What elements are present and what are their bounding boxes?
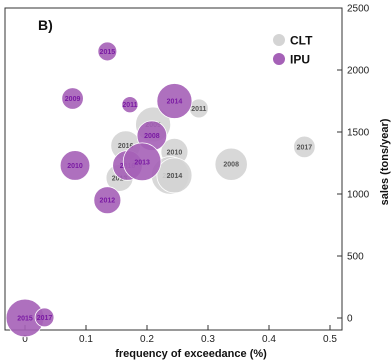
legend-label-ipu: IPU	[290, 53, 310, 67]
bubble-label: 2012	[100, 198, 116, 205]
series-ipu: 2015 2009 2011 2014 2008 2010 2016 2013 2012 2015…	[5, 41, 193, 338]
x-tick-label: 0.4	[262, 334, 276, 345]
bubble-label: 2013	[112, 175, 128, 182]
bubble-label: 2016	[118, 143, 134, 150]
y-tick-label: 2000	[347, 66, 370, 77]
y-tick-label: 500	[347, 252, 364, 263]
bubble-label: 2015	[17, 316, 33, 323]
bubble-ipu-2011	[121, 96, 139, 114]
bubble-label: 2015	[100, 49, 116, 56]
bubble-label: 2010	[167, 149, 183, 156]
y-axis: 0 500 1000 1500 2000 2500	[337, 4, 370, 325]
bubble-ipu-2017	[34, 307, 55, 328]
bubble-label: 2017	[297, 144, 313, 151]
bubble-ipu-2010	[59, 150, 91, 181]
x-tick-label: 0.2	[140, 334, 154, 345]
legend-label-clt: CLT	[290, 34, 313, 48]
bubble-label: 2010	[67, 163, 83, 170]
legend-marker-ipu	[273, 53, 285, 65]
x-tick-label: 0.5	[323, 334, 337, 345]
bubble-clt-2014	[156, 157, 193, 194]
plot-frame	[4, 7, 343, 331]
bubble-label: 2013	[134, 159, 150, 166]
bubble-ipu-2012	[93, 186, 122, 215]
bubble-ipu-2013	[122, 142, 162, 182]
legend: CLT IPU	[273, 34, 313, 67]
y-tick-label: 1000	[347, 190, 370, 201]
bubble-ipu-2014	[156, 83, 193, 119]
bubble-clt-2008	[214, 147, 248, 181]
bubble-label: 2011	[191, 106, 206, 113]
y-tick-label: 2500	[347, 4, 370, 15]
bubble-label: 2008	[223, 162, 239, 169]
series-clt: 200920162010201120082012201420132017	[105, 98, 316, 195]
x-tick-label: 0.1	[79, 334, 93, 345]
legend-marker-clt	[273, 34, 285, 46]
bubble-ipu-2015	[97, 41, 118, 62]
y-axis-label: sales (tons/year)	[379, 118, 391, 205]
y-tick-label: 1500	[347, 128, 370, 139]
bubble-label: 2014	[167, 99, 183, 106]
panel-label: B)	[38, 17, 53, 33]
x-axis: 0 0.1 0.2 0.3 0.4 0.5	[22, 325, 337, 345]
x-tick-label: 0	[22, 334, 28, 345]
bubble-label: 2011	[122, 102, 137, 109]
bubble-label: 2009	[65, 96, 81, 103]
bubbles: 2009201620102011200820122014201320172015…	[5, 41, 316, 338]
bubble-label: 2008	[144, 133, 160, 140]
y-tick-label: 0	[347, 314, 353, 325]
bubble-label: 2014	[167, 173, 183, 180]
bubble-label: 2017	[37, 315, 53, 322]
x-axis-label: frequency of exceedance (%)	[115, 348, 267, 360]
x-tick-label: 0.3	[201, 334, 215, 345]
plot-border	[4, 7, 343, 331]
bubble-ipu-2009	[61, 87, 84, 110]
bubble-clt-2017	[293, 135, 316, 159]
